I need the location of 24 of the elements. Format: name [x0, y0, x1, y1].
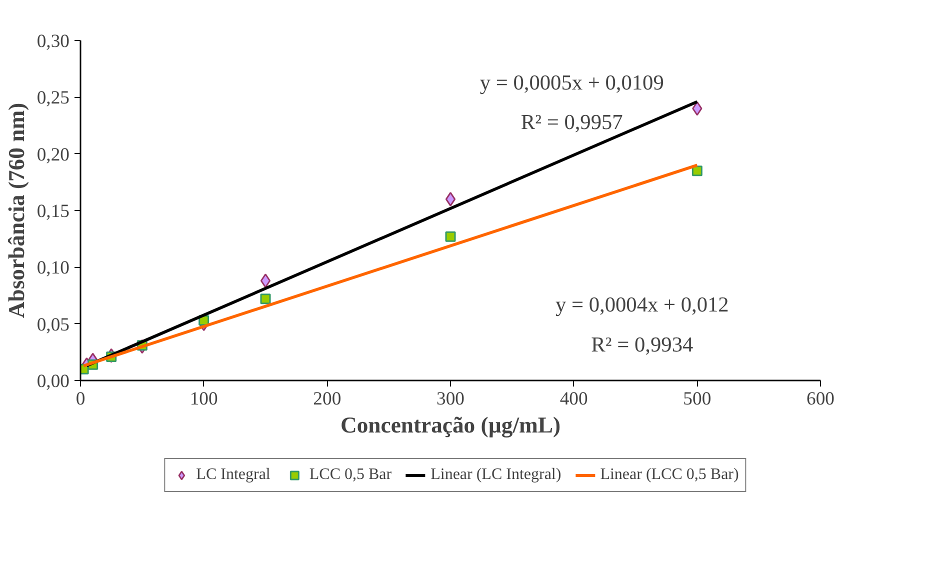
- y-tick-label: 0,05: [36, 314, 70, 336]
- annotation: y = 0,0005x + 0,0109: [480, 70, 664, 94]
- x-tick-label: 600: [806, 388, 834, 410]
- x-tick-label: 100: [190, 388, 218, 410]
- y-tick-label: 0,30: [36, 31, 70, 52]
- y-tick-label: 0,20: [36, 144, 70, 166]
- y-axis-title: Absorbância (760 nm): [4, 102, 29, 318]
- annotation: y = 0,0004x + 0,012: [555, 292, 729, 317]
- x-tick-label: 400: [560, 388, 588, 410]
- x-axis-title: Concentração (µg/mL): [340, 412, 561, 438]
- annotation: R² = 0,9957: [520, 110, 624, 134]
- annotation: R² = 0,9934: [591, 332, 694, 356]
- legend-label: LCC 0,5 Bar: [309, 466, 392, 484]
- y-tick-label: 0,25: [36, 88, 70, 109]
- x-tick-label: 0: [76, 388, 86, 410]
- y-tick-label: 0,10: [36, 258, 70, 279]
- x-tick-label: 500: [683, 388, 712, 410]
- x-tick-label: 200: [313, 388, 342, 410]
- x-tick-label: 300: [436, 388, 464, 410]
- legend-label: Linear (LC Integral): [430, 466, 562, 484]
- legend-label: LC Integral: [196, 466, 270, 484]
- y-tick-label: 0,00: [36, 371, 70, 392]
- y-tick-label: 0,15: [36, 201, 70, 222]
- legend-label: Linear (LCC 0,5 Bar): [600, 466, 739, 484]
